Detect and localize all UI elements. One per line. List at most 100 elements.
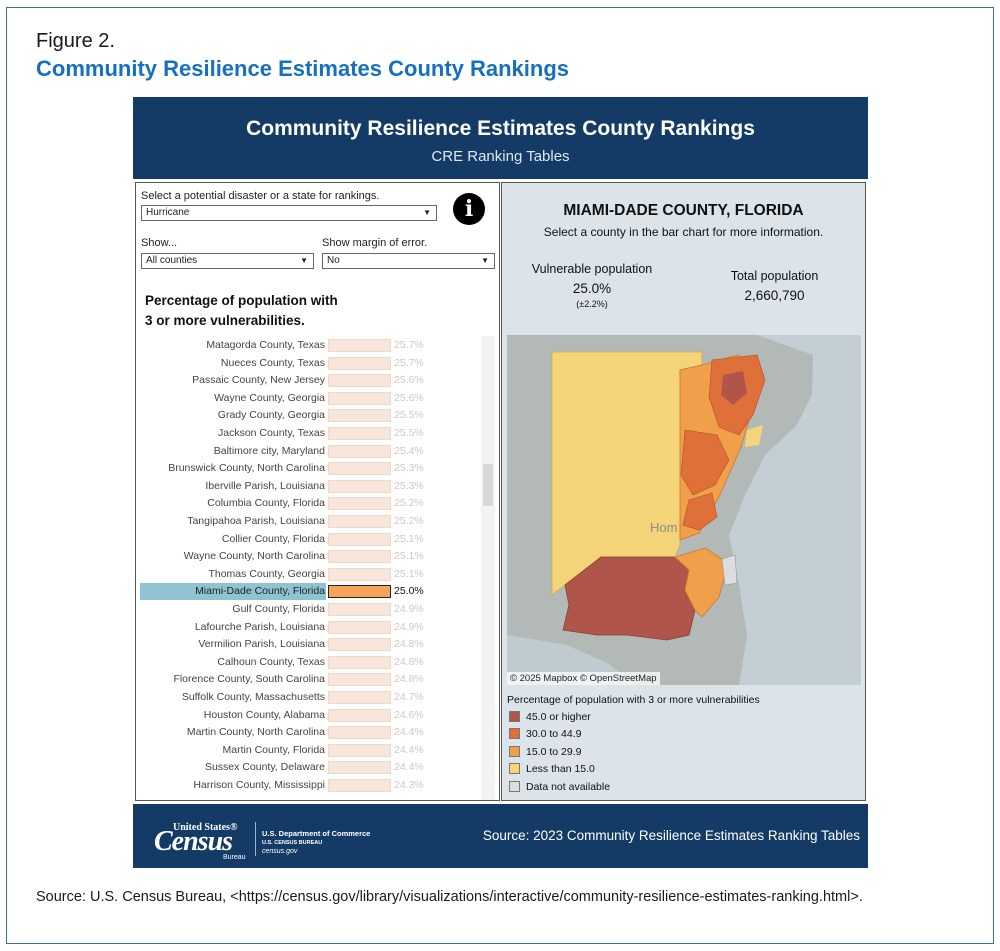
ranking-bar[interactable] (328, 638, 391, 652)
ranking-bar[interactable] (328, 691, 391, 704)
scrollbar-thumb[interactable] (483, 464, 493, 506)
ranking-bar[interactable] (328, 462, 391, 476)
ranking-row[interactable]: Collier County, Florida 25.1% (136, 531, 481, 549)
ranking-title-line1: Percentage of population with (145, 293, 338, 308)
county-label: Jackson County, Texas (218, 427, 325, 439)
ranking-row[interactable]: Grady County, Georgia 25.5% (136, 407, 481, 425)
ranking-bar[interactable] (328, 673, 391, 687)
ranking-scrollbar[interactable] (481, 336, 495, 800)
county-label: Lafourche Parish, Louisiana (194, 620, 325, 633)
ranking-value: 25.3% (394, 462, 424, 475)
ranking-row[interactable]: Vermilion Parish, Louisiana 24.8% (136, 636, 481, 654)
ranking-bar[interactable] (328, 550, 391, 564)
county-label: Houston County, Alabama (203, 708, 325, 721)
ranking-bar[interactable] (328, 779, 391, 792)
ranking-row[interactable]: Suffolk County, Massachusetts 24.7% (136, 689, 481, 707)
ranking-bar[interactable] (328, 479, 391, 493)
legend-item[interactable]: 45.0 or higher (509, 711, 591, 723)
ranking-bar[interactable] (328, 427, 391, 440)
ranking-row[interactable]: Matagorda County, Texas 25.7% (136, 337, 481, 355)
row-highlight (140, 583, 326, 601)
map-region-urban-high[interactable] (721, 371, 747, 405)
ranking-row[interactable]: Thomas County, Georgia 25.1% (136, 566, 481, 584)
ranking-value: 25.4% (394, 444, 424, 457)
map-region-homestead[interactable] (682, 492, 718, 531)
ranking-value: 25.3% (394, 479, 424, 492)
map-region-southeast[interactable] (674, 547, 726, 618)
ranking-bar[interactable] (328, 726, 391, 740)
ranking-row[interactable]: Brunswick County, North Carolina 25.3% (136, 460, 481, 478)
ranking-row[interactable]: Tangipahoa Parish, Louisiana 25.2% (136, 513, 481, 531)
show-select[interactable]: All counties ▼ (141, 253, 314, 269)
legend-title: Percentage of population with 3 or more … (507, 694, 760, 706)
ranking-bar[interactable] (328, 374, 391, 388)
legend-item[interactable]: Data not available (509, 780, 610, 793)
legend-item[interactable]: 15.0 to 29.9 (509, 745, 581, 758)
footer-source: Source: 2023 Community Resilience Estima… (482, 828, 860, 843)
ranking-bar[interactable] (328, 585, 391, 599)
ranking-row[interactable]: Sussex County, Delaware 24.4% (136, 759, 481, 777)
ranking-bar[interactable] (328, 356, 391, 370)
census-logo-top: United States® (173, 822, 238, 833)
ranking-row[interactable]: Baltimore city, Maryland 25.4% (136, 443, 481, 461)
county-label: Tangipahoa Parish, Louisiana (187, 515, 325, 527)
legend-item[interactable]: Less than 15.0 (509, 763, 595, 775)
legend-item[interactable]: 30.0 to 44.9 (509, 728, 581, 740)
ranking-bar[interactable] (328, 409, 391, 423)
ranking-bar[interactable] (328, 339, 391, 352)
ranking-row[interactable]: Nueces County, Texas 25.7% (136, 355, 481, 373)
ranking-row[interactable]: Jackson County, Texas 25.5% (136, 425, 481, 443)
ranking-bar[interactable] (328, 515, 391, 528)
ranking-bar[interactable] (328, 497, 391, 511)
dashboard-footer: United States® Census Bureau U.S. Depart… (133, 804, 868, 868)
disaster-label: Select a potential disaster or a state f… (141, 190, 380, 202)
ranking-bar[interactable] (328, 567, 391, 581)
county-label: Martin County, Florida (222, 743, 325, 756)
ranking-bar[interactable] (328, 708, 391, 722)
ranking-bar[interactable] (328, 391, 391, 405)
ranking-row[interactable]: Gulf County, Florida 24.9% (136, 601, 481, 619)
census-logo: Census (154, 826, 233, 857)
ranking-row[interactable]: Martin County, North Carolina 24.4% (136, 724, 481, 742)
ranking-row[interactable]: Wayne County, North Carolina 25.1% (136, 548, 481, 566)
total-value: 2,660,790 (744, 288, 805, 303)
map-region-no-data[interactable] (721, 554, 738, 586)
ranking-row[interactable]: Passaic County, New Jersey 25.6% (136, 372, 481, 390)
legend-swatch (509, 728, 520, 740)
county-label: Grady County, Georgia (217, 409, 325, 422)
ranking-row-selected[interactable]: Miami-Dade County, Florida 25.0% (136, 583, 481, 601)
county-label: Martin County, North Carolina (186, 726, 325, 739)
county-map[interactable]: Hom © 2025 Mapbox © OpenStreetMap (507, 335, 861, 685)
ranking-row[interactable]: Houston County, Alabama 24.6% (136, 707, 481, 725)
ranking-bar[interactable] (328, 444, 391, 458)
ranking-row[interactable]: Harrison County, Mississippi 24.3% (136, 777, 481, 795)
ranking-row[interactable]: Iberville Parish, Louisiana 25.3% (136, 478, 481, 496)
ocean-shape (729, 335, 861, 685)
ranking-row[interactable]: Florence County, South Carolina 24.8% (136, 671, 481, 689)
map-region-coastal[interactable] (745, 425, 763, 447)
ranking-bar[interactable] (328, 743, 391, 757)
ranking-row[interactable]: Martin County, Florida 24.4% (136, 742, 481, 760)
info-icon[interactable]: i (453, 193, 485, 225)
county-detail-panel: MIAMI-DADE COUNTY, FLORIDA Select a coun… (501, 182, 866, 801)
map-region-urban-west[interactable] (680, 429, 730, 496)
ranking-row[interactable]: Lafourche Parish, Louisiana 24.9% (136, 619, 481, 637)
moe-select[interactable]: No ▼ (322, 253, 495, 269)
ranking-bar[interactable] (328, 532, 391, 546)
county-label: Nueces County, Texas (220, 356, 325, 369)
ranking-row[interactable]: Calhoun County, Texas 24.8% (136, 654, 481, 672)
ranking-value: 25.6% (394, 391, 424, 404)
ranking-bar[interactable] (328, 603, 391, 616)
ranking-value: 24.7% (394, 691, 424, 703)
legend-label: Less than 15.0 (526, 763, 595, 776)
ranking-bar[interactable] (328, 761, 391, 775)
ranking-row[interactable]: Columbia County, Florida 25.2% (136, 495, 481, 513)
ranking-bar[interactable] (328, 620, 391, 634)
disaster-select[interactable]: Hurricane ▼ (141, 205, 437, 221)
county-map-svg[interactable]: Hom (507, 335, 861, 685)
ranking-value: 25.1% (394, 532, 424, 545)
county-label: Thomas County, Georgia (208, 567, 325, 580)
map-attribution[interactable]: © 2025 Mapbox © OpenStreetMap (507, 672, 660, 685)
ranking-bar[interactable] (328, 655, 391, 669)
ranking-row[interactable]: Wayne County, Georgia 25.6% (136, 390, 481, 408)
